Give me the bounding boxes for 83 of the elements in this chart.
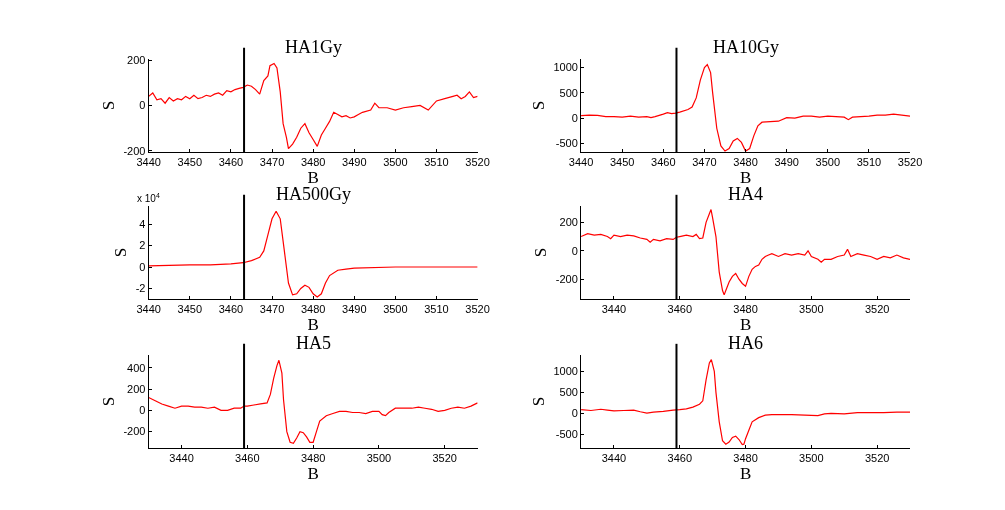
x-tick-label: 3450 <box>177 303 203 316</box>
x-tick-label: 3460 <box>218 156 244 169</box>
y-tick-label: -200 <box>123 144 146 157</box>
x-tick-label: 3460 <box>235 452 260 465</box>
y-tick-label: 200 <box>127 53 146 66</box>
chart-title: HA6 <box>728 333 763 353</box>
x-tick-label: 3490 <box>342 303 367 316</box>
x-axis-title: B <box>307 464 319 484</box>
y-tick-label: 0 <box>139 404 146 417</box>
x-tick-label: 3480 <box>300 303 326 316</box>
y-tick-label: 500 <box>559 86 578 99</box>
line-series <box>581 208 911 296</box>
y-tick-label: 0 <box>139 99 146 112</box>
x-tick-label: 3520 <box>864 303 890 316</box>
x-tick-label: 3480 <box>300 156 326 169</box>
y-tick-label: 2 <box>139 239 146 252</box>
x-tick-label: 3460 <box>218 303 244 316</box>
chart-title: HA5 <box>296 333 331 353</box>
y-tick-label: -200 <box>555 273 578 286</box>
y-tick-label: 0 <box>571 244 578 257</box>
y-tick-label: -500 <box>555 137 578 150</box>
line-series <box>148 359 478 444</box>
x-tick-label: 3500 <box>383 156 408 169</box>
y-tick-label: -2 <box>135 282 146 295</box>
y-axis-title: S <box>531 247 551 258</box>
x-tick-label: 3510 <box>856 156 882 169</box>
y-tick-label: 200 <box>559 216 578 229</box>
x-tick-label: 3520 <box>897 156 923 169</box>
x-tick-label: 3440 <box>601 452 627 465</box>
y-tick-label: 4 <box>139 218 146 231</box>
y-tick-label: 0 <box>571 407 578 420</box>
y-tick-label: 500 <box>559 386 578 399</box>
y-axis-title: S <box>111 247 131 258</box>
x-tick-label: 3440 <box>568 156 594 169</box>
x-tick-label: 3470 <box>692 156 717 169</box>
x-tick-label: 3470 <box>259 303 285 316</box>
x-tick-label: 3500 <box>366 452 392 465</box>
chart-title: HA1Gy <box>285 37 342 57</box>
y-axis-title: S <box>98 100 118 111</box>
text: x 10$^{4}$ <box>137 192 160 205</box>
x-tick-label: 3450 <box>177 156 203 169</box>
y-tick-label: 0 <box>571 111 578 124</box>
y-axis-title: S <box>98 396 118 407</box>
x-tick-label: 3460 <box>667 303 693 316</box>
x-tick-label: 3500 <box>383 303 408 316</box>
x-tick-label: 3520 <box>465 303 490 316</box>
y-tick-label: 1000 <box>553 365 578 378</box>
x-tick-label: 3440 <box>136 156 161 169</box>
x-tick-label: 3510 <box>424 303 449 316</box>
x-tick-label: 3510 <box>424 156 449 169</box>
y-axis-title: S <box>528 396 548 407</box>
x-tick-label: 3520 <box>432 452 457 465</box>
y-tick-label: -500 <box>555 428 578 441</box>
x-tick-label: 3450 <box>609 156 635 169</box>
line-series <box>148 62 478 150</box>
y-tick-label: 0 <box>139 260 146 273</box>
y-tick-label: -200 <box>123 425 146 438</box>
x-tick-label: 3500 <box>799 303 824 316</box>
x-tick-label: 3500 <box>815 156 841 169</box>
y-axis-title: S <box>528 100 548 111</box>
x-tick-label: 3520 <box>864 452 890 465</box>
x-tick-label: 3440 <box>601 303 627 316</box>
x-tick-label: 3480 <box>733 452 758 465</box>
x-tick-label: 3500 <box>799 452 824 465</box>
x-tick-label: 3520 <box>465 156 490 169</box>
x-axis-title: B <box>739 464 752 484</box>
y-tick-label: 200 <box>127 382 146 395</box>
x-tick-label: 3440 <box>136 303 161 316</box>
x-tick-label: 3490 <box>774 156 799 169</box>
x-tick-label: 3460 <box>667 452 693 465</box>
x-tick-label: 3480 <box>733 303 758 316</box>
line-series <box>581 359 911 446</box>
chart-title: HA10Gy <box>713 37 779 57</box>
y-tick-label: 400 <box>127 361 146 374</box>
x-axis-title: B <box>739 315 752 335</box>
x-tick-label: 3480 <box>733 156 758 169</box>
x-tick-label: 3440 <box>169 452 194 465</box>
x-tick-label: 3470 <box>259 156 285 169</box>
x-tick-label: 3460 <box>651 156 676 169</box>
y-tick-label: 1000 <box>553 61 578 74</box>
x-tick-label: 3490 <box>342 156 367 169</box>
x-tick-label: 3480 <box>300 452 326 465</box>
x-axis-title: B <box>307 315 319 335</box>
